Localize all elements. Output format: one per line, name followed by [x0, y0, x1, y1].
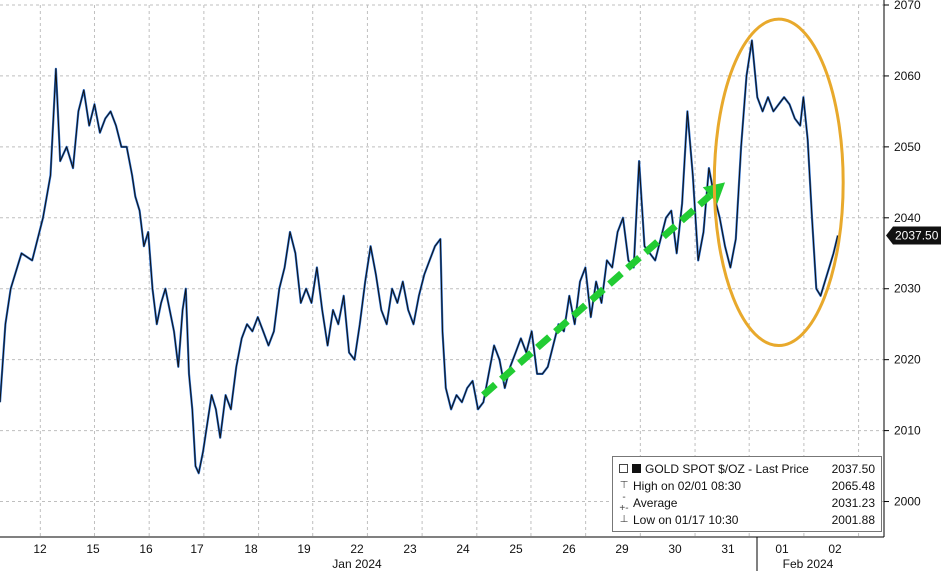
x-tick-label: 18 [244, 542, 258, 556]
legend-low-row: ⊥ Low on 01/17 10:30 2001.88 [619, 512, 875, 527]
price-line [0, 40, 839, 474]
x-tick-label: 26 [562, 542, 576, 556]
x-tick-label: 23 [403, 542, 417, 556]
y-tick-label: 2050 [894, 140, 921, 154]
legend-title-row: GOLD SPOT $/OZ - Last Price 2037.50 [619, 461, 875, 476]
average-marker-icon: -+- [619, 491, 629, 514]
y-tick-label: 2070 [894, 0, 921, 12]
legend-title: GOLD SPOT $/OZ - Last Price [645, 461, 809, 476]
legend-high-row: ⊤ High on 02/01 08:30 2065.48 [619, 478, 875, 493]
collapse-icon[interactable] [619, 464, 628, 473]
x-tick-label: 02 [828, 542, 842, 556]
legend-high-value: 2065.48 [831, 478, 875, 493]
x-tick-label: 17 [190, 542, 204, 556]
legend-average-value: 2031.23 [831, 495, 875, 510]
y-tick-label: 2010 [894, 424, 921, 438]
legend-box: GOLD SPOT $/OZ - Last Price 2037.50 ⊤ Hi… [612, 456, 882, 532]
y-tick-label: 2000 [894, 495, 921, 509]
x-tick-label: 31 [721, 542, 735, 556]
x-group-label: Jan 2024 [332, 557, 382, 571]
x-tick-label: 30 [668, 542, 682, 556]
series-swatch [632, 464, 641, 473]
trend-arrow-shaft [481, 192, 713, 398]
x-tick-label: 01 [775, 542, 789, 556]
legend-average-label: Average [633, 495, 678, 510]
x-tick-label: 19 [297, 542, 311, 556]
x-tick-label: 25 [509, 542, 523, 556]
high-marker-icon: ⊤ [619, 480, 629, 491]
legend-low-value: 2001.88 [831, 512, 875, 527]
x-tick-label: 16 [139, 542, 153, 556]
y-tick-label: 2040 [894, 211, 921, 225]
legend-title-value: 2037.50 [831, 461, 875, 476]
x-tick-label: 29 [615, 542, 629, 556]
price-line-shadow [0, 39, 839, 475]
last-price-tag [886, 226, 941, 245]
y-tick-label: 2020 [894, 353, 921, 367]
legend-high-label: High on 02/01 08:30 [633, 478, 742, 493]
y-tick-label: 2030 [894, 282, 921, 296]
highlight-ellipse [712, 17, 845, 347]
x-tick-label: 15 [86, 542, 100, 556]
x-tick-label: 24 [456, 542, 470, 556]
x-tick-label: 12 [33, 542, 47, 556]
low-marker-icon: ⊥ [619, 514, 629, 525]
y-tick-label: 2060 [894, 69, 921, 83]
x-tick-label: 22 [350, 542, 364, 556]
legend-low-label: Low on 01/17 10:30 [633, 512, 739, 527]
legend-average-row: -+- Average 2031.23 [619, 492, 875, 514]
x-group-label: Feb 2024 [783, 557, 834, 571]
last-price-label: 2037.50 [895, 229, 939, 243]
